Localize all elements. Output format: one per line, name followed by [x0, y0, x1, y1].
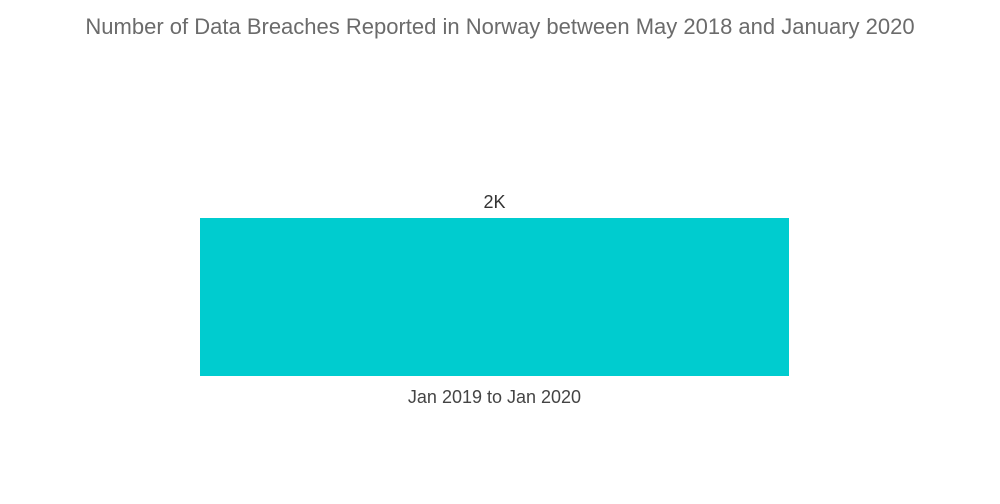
chart-title: Number of Data Breaches Reported in Norw… [85, 14, 915, 39]
data-label-0: 2K [483, 192, 505, 212]
data-label-group: 2K [483, 192, 505, 212]
bar-0 [200, 218, 789, 376]
category-tick-label-0: Jan 2019 to Jan 2020 [408, 387, 581, 407]
bar-group [200, 218, 789, 376]
category-tick-group: Jan 2019 to Jan 2020 [408, 387, 581, 407]
